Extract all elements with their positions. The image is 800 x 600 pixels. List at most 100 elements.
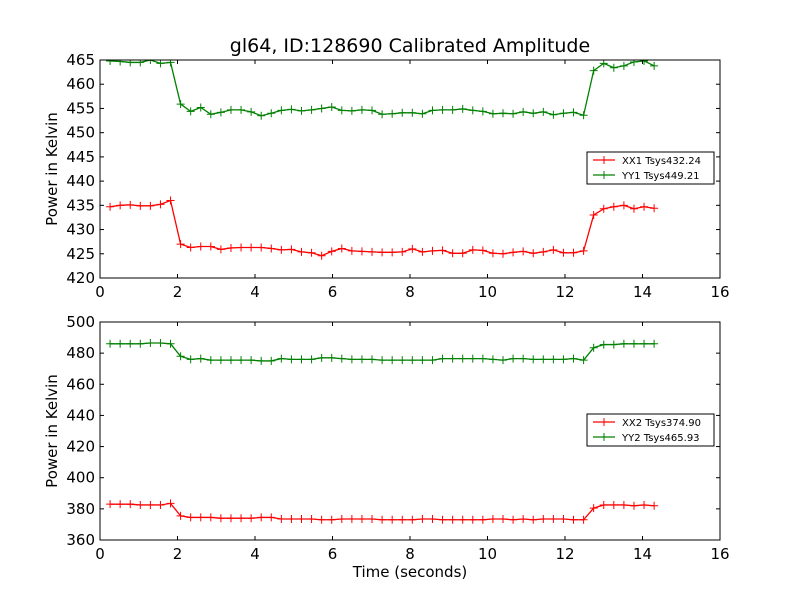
data-point (499, 356, 507, 365)
data-point (257, 356, 266, 365)
data-point (408, 244, 417, 253)
data-point (368, 514, 377, 523)
data-point (650, 61, 659, 70)
x-tick-label: 10 (478, 283, 497, 301)
data-point (559, 109, 568, 118)
data-point (478, 354, 487, 363)
data-point (206, 356, 215, 365)
data-point (478, 246, 487, 255)
data-point (599, 340, 608, 349)
data-point (136, 201, 145, 210)
data-point (509, 354, 518, 363)
data-point (388, 515, 397, 524)
x-tick-label: 12 (555, 283, 574, 301)
data-point (196, 103, 205, 112)
data-point (438, 246, 447, 255)
data-point (428, 246, 437, 255)
data-point (106, 500, 115, 509)
data-point (468, 245, 477, 254)
data-point (579, 111, 588, 120)
data-point (468, 106, 477, 115)
data-point (106, 202, 115, 211)
data-point (640, 500, 649, 509)
y-axis-label: Power in Kelvin (43, 112, 61, 226)
data-point (297, 106, 306, 115)
data-point (468, 515, 477, 524)
data-point (357, 514, 366, 523)
data-point (247, 356, 256, 365)
data-point (277, 106, 286, 115)
data-point (640, 60, 649, 65)
data-point (569, 515, 578, 524)
data-point (126, 500, 135, 509)
data-point (146, 339, 155, 348)
data-point (277, 354, 286, 363)
data-point (619, 201, 628, 210)
data-point (640, 339, 649, 348)
data-point (156, 339, 165, 348)
data-point (307, 105, 316, 114)
data-point (267, 356, 276, 365)
data-point (337, 106, 346, 115)
data-point (156, 500, 165, 509)
data-point (267, 513, 276, 522)
data-point (327, 353, 336, 362)
x-tick-label: 0 (95, 283, 105, 301)
data-point (438, 105, 447, 114)
data-point (317, 353, 326, 362)
data-point (499, 514, 507, 523)
data-point (569, 354, 578, 363)
data-point (428, 106, 437, 115)
data-point (317, 251, 326, 260)
data-point (509, 248, 518, 257)
data-point (247, 107, 256, 116)
x-tick-label: 14 (633, 283, 652, 301)
data-point (176, 240, 185, 249)
data-point (116, 201, 125, 210)
data-point (438, 515, 447, 524)
data-point (398, 108, 407, 117)
x-tick-label: 16 (710, 283, 729, 301)
data-point (529, 249, 538, 258)
chart-title: gl64, ID:128690 Calibrated Amplitude (230, 35, 590, 57)
data-point (307, 514, 316, 523)
data-point (599, 500, 608, 509)
data-point (237, 514, 246, 523)
data-point (297, 247, 306, 256)
y-tick-label: 420 (66, 269, 95, 287)
data-point (519, 107, 528, 116)
data-point (116, 500, 125, 509)
data-point (357, 105, 366, 114)
data-point (257, 513, 266, 522)
data-point (106, 339, 115, 348)
data-point (297, 355, 306, 364)
x-tick-label: 14 (633, 545, 652, 563)
data-point (539, 247, 548, 256)
data-point (337, 514, 346, 523)
legend-marker (600, 433, 608, 441)
data-point (629, 204, 638, 213)
x-axis-label: Time (seconds) (352, 563, 468, 581)
data-point (398, 247, 407, 256)
y-tick-label: 360 (66, 531, 95, 549)
data-point (226, 243, 235, 252)
data-point (327, 247, 336, 256)
data-point (539, 107, 548, 116)
data-point (478, 107, 487, 116)
data-point (136, 60, 145, 67)
data-point (579, 356, 588, 365)
data-point (488, 249, 497, 258)
data-point (176, 511, 185, 520)
data-point (408, 356, 417, 365)
data-point (196, 242, 205, 251)
data-point (287, 514, 296, 523)
data-point (327, 515, 336, 524)
data-point (146, 500, 155, 509)
data-point (539, 514, 548, 523)
data-point (418, 247, 427, 256)
y-tick-label: 440 (66, 172, 95, 190)
data-point (297, 514, 306, 523)
data-point (398, 356, 407, 365)
data-point (640, 202, 649, 211)
data-point (166, 60, 175, 67)
